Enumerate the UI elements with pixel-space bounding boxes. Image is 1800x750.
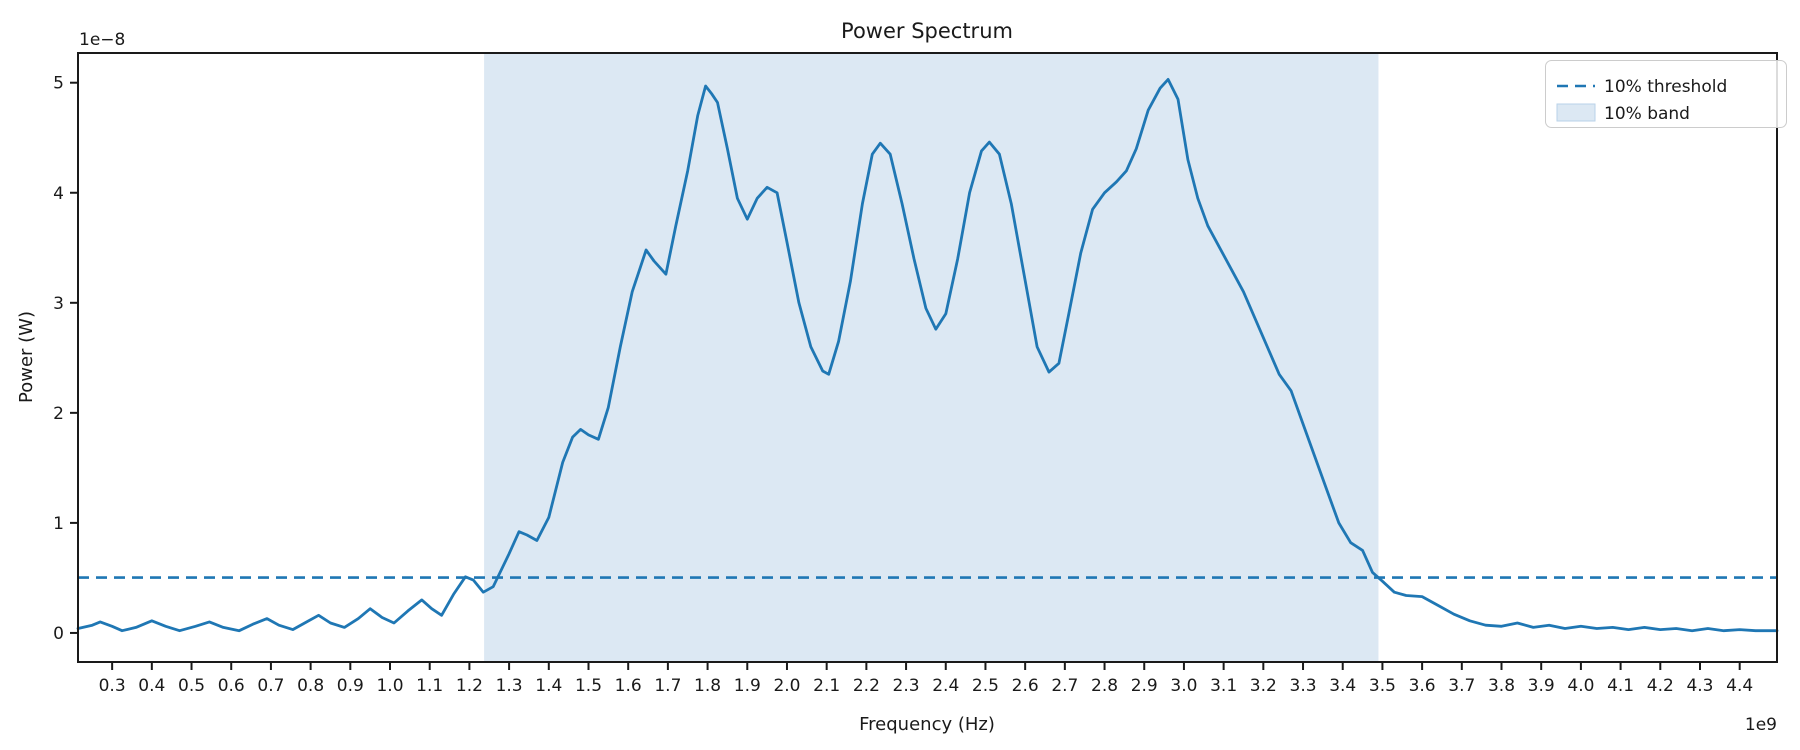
legend-label-band: 10% band <box>1604 104 1690 124</box>
x-tick-label: 3.0 <box>1170 676 1197 696</box>
x-tick-label: 3.5 <box>1369 676 1396 696</box>
x-axis-offset-label: 1e9 <box>1745 715 1777 735</box>
x-tick-label: 0.3 <box>99 676 126 696</box>
x-tick-label: 3.4 <box>1329 676 1356 696</box>
x-tick-label: 1.8 <box>694 676 721 696</box>
x-tick-label: 2.1 <box>813 676 840 696</box>
x-tick-label: 2.8 <box>1091 676 1118 696</box>
y-tick-label: 4 <box>53 184 64 204</box>
x-tick-label: 2.0 <box>773 676 800 696</box>
x-tick-label: 3.7 <box>1448 676 1475 696</box>
axes-frame <box>77 52 1778 663</box>
y-tick-label: 2 <box>53 404 64 424</box>
x-tick-label: 4.1 <box>1607 676 1634 696</box>
x-tick-label: 3.8 <box>1488 676 1515 696</box>
ten-percent-band <box>484 53 1379 662</box>
legend: 10% threshold 10% band <box>1545 60 1787 128</box>
x-tick-label: 1.3 <box>496 676 523 696</box>
x-tick-label: 0.5 <box>178 676 205 696</box>
x-tick-label: 2.2 <box>853 676 880 696</box>
x-tick-label: 1.2 <box>456 676 483 696</box>
band-patch-sample-icon <box>1556 103 1596 122</box>
x-tick-label: 1.7 <box>654 676 681 696</box>
x-tick-label: 0.7 <box>257 676 284 696</box>
legend-label-threshold: 10% threshold <box>1604 77 1727 97</box>
band-region-layer <box>484 53 1379 662</box>
y-axis-label: Power (W) <box>16 311 37 403</box>
x-tick-label: 2.4 <box>932 676 959 696</box>
x-tick-label: 1.4 <box>535 676 562 696</box>
x-tick-label: 3.9 <box>1528 676 1555 696</box>
x-tick-label: 1.9 <box>734 676 761 696</box>
x-tick-label: 2.9 <box>1131 676 1158 696</box>
x-tick-label: 4.2 <box>1647 676 1674 696</box>
x-tick-label: 4.3 <box>1686 676 1713 696</box>
x-tick-label: 0.6 <box>218 676 245 696</box>
x-tick-label: 2.7 <box>1051 676 1078 696</box>
y-axis-ticks-layer: 0 1 2 3 4 5 <box>53 74 78 644</box>
x-tick-label: 4.0 <box>1567 676 1594 696</box>
power-spectrum-curve <box>76 78 1779 633</box>
x-tick-label: 3.3 <box>1290 676 1317 696</box>
y-tick-label: 5 <box>53 74 64 94</box>
x-tick-label: 1.1 <box>416 676 443 696</box>
y-axis-offset-label: 1e−8 <box>79 30 125 50</box>
x-tick-label: 3.6 <box>1409 676 1436 696</box>
y-tick-label: 3 <box>53 294 64 314</box>
x-tick-label: 1.0 <box>376 676 403 696</box>
x-tick-label: 0.8 <box>297 676 324 696</box>
y-tick-label: 1 <box>53 514 64 534</box>
x-tick-label: 2.3 <box>893 676 920 696</box>
legend-box <box>1545 60 1787 128</box>
x-tick-label: 3.2 <box>1250 676 1277 696</box>
x-tick-label: 2.6 <box>1012 676 1039 696</box>
x-tick-label: 2.5 <box>972 676 999 696</box>
chart-title: Power Spectrum <box>841 19 1013 43</box>
x-axis-label: Frequency (Hz) <box>859 714 995 735</box>
spectrum-line-layer <box>76 78 1779 633</box>
x-tick-label: 1.5 <box>575 676 602 696</box>
y-tick-label: 0 <box>53 624 64 644</box>
x-tick-label: 4.4 <box>1726 676 1753 696</box>
x-tick-label: 0.9 <box>337 676 364 696</box>
axes-frame-layer <box>77 52 1778 663</box>
x-axis-ticks-layer: 0.3 0.4 0.5 0.6 0.7 0.8 0.9 1.0 1.1 1.2 1.3 1.4 1.5 1… <box>99 662 1753 696</box>
x-tick-label: 3.1 <box>1210 676 1237 696</box>
x-tick-label: 1.6 <box>615 676 642 696</box>
x-tick-label: 0.4 <box>138 676 165 696</box>
